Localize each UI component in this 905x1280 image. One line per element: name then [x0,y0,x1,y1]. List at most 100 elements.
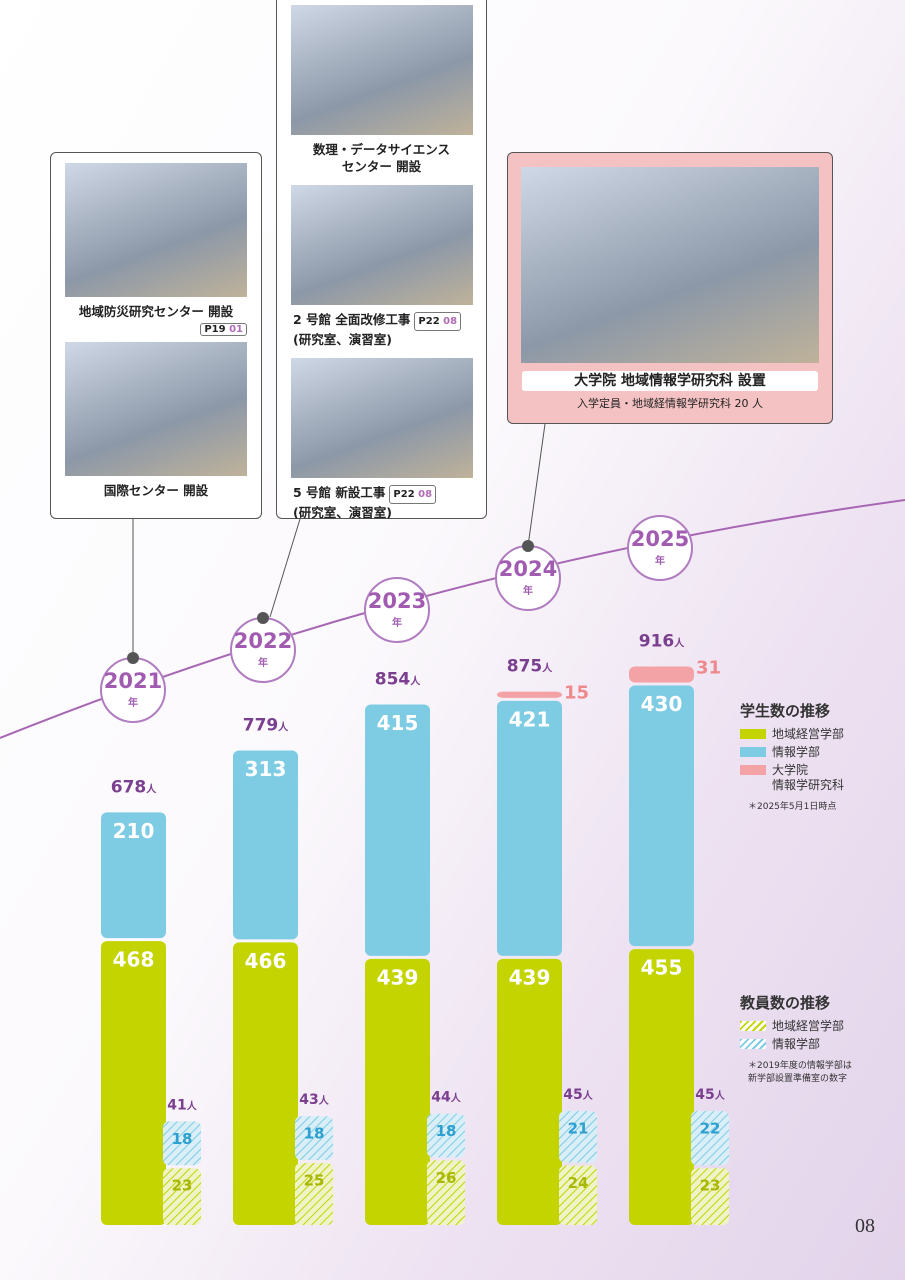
legend-swatch [740,765,766,775]
tag: P19 01 [200,323,247,336]
value-label: 21 [568,1120,589,1138]
total-unit: 人 [583,1089,594,1102]
year-dot [127,652,139,664]
bar [629,685,694,947]
label: 地域防災研究センター 開設 [78,304,234,319]
legend-item: 地域経営学部 [740,1019,852,1034]
legend-item: 情報学部 [740,745,844,760]
total-value: 916 [639,631,675,651]
photo [290,185,473,305]
total-value: 854 [375,669,411,689]
legend-swatch [740,747,766,757]
bar [101,941,166,1225]
legend-swatch [740,1021,766,1031]
total-unit: 人 [187,1099,198,1112]
total-unit: 人 [715,1089,726,1102]
total-unit: 人 [674,636,685,649]
year-suffix: 年 [258,656,268,669]
value-label: 18 [436,1122,457,1140]
legend-label: 情報学部 [772,745,821,759]
value-label: 18 [172,1130,193,1148]
bar [427,1160,465,1225]
label: センター 開設 [341,159,422,174]
photo [65,342,247,476]
bar [163,1168,201,1225]
total-label: 779人 [243,715,290,735]
legend-item: 地域経営学部 [740,727,844,742]
bar [163,1121,201,1166]
bar [559,1165,597,1225]
value-label: 18 [304,1125,325,1143]
label: 数理・データサイエンス [312,142,451,157]
value-label: 421 [509,707,551,731]
bar [497,958,562,1225]
connector [527,423,546,547]
photo [65,163,247,297]
year-circle [627,515,693,581]
bar [497,700,562,956]
value-label: 26 [436,1169,457,1187]
total-value: 875 [507,657,543,677]
legend-label: 情報学部 [772,1037,821,1051]
value-label: 25 [304,1172,325,1190]
photo [521,167,819,363]
legend: 学生数の推移 地域経営学部 情報学部 大学院 情報学研究科 ＊2025年5月1日時点 [740,700,844,812]
legend-label: 地域経営学部 [772,1019,845,1033]
total-label: 41人 [167,1097,197,1113]
bar [365,704,430,956]
value-label: 415 [377,711,419,735]
callout: 数理・データサイエンス センター 開設 2 号館 全面改修工事 P22 08 (研… [276,0,487,520]
total-value: 779 [243,715,279,735]
value-label: 455 [641,956,683,980]
value-label: 15 [564,683,589,704]
bar [427,1113,465,1158]
total-label: 678人 [111,777,158,797]
tag: P22 08 [389,485,437,504]
year-label: 2022 [234,629,292,653]
bar [559,1111,597,1163]
value-label: 23 [700,1177,721,1195]
total-value: 45 [563,1087,582,1103]
total-label: 43人 [299,1092,329,1108]
bar [365,958,430,1225]
page-number: 08 [855,1215,875,1237]
total-label: 45人 [563,1087,593,1103]
legend-item: 情報学部 [740,1037,852,1052]
total-unit: 人 [146,782,157,795]
legend: 教員数の推移 地域経営学部 情報学部 ＊2019年度の情報学部は 新学部設置準備室の数… [740,992,852,1084]
callout: 地域防災研究センター 開設 P19 01 国際センター 開設 [50,152,262,519]
total-label: 45人 [695,1087,725,1103]
photo [290,5,473,135]
connector [269,518,301,618]
total-value: 44 [431,1090,451,1106]
total-unit: 人 [319,1094,330,1107]
legend-title: 学生数の推移 [740,702,831,720]
bar [233,750,298,940]
value-label: 24 [568,1174,589,1192]
bar [233,942,298,1225]
total-unit: 人 [278,720,289,733]
bar [295,1163,333,1225]
value-label: 23 [172,1177,193,1195]
total-label: 916人 [639,631,686,651]
year-dot [257,612,269,624]
value-label: 439 [509,965,551,989]
legend-swatch [740,1039,766,1049]
legend-label: 大学院 情報学研究科 [772,763,845,792]
label: (研究室、演習室) [293,332,392,347]
year-suffix: 年 [392,616,402,629]
callout: 大学院 地域情報学研究科 設置 入学定員・地域経情報学研究科 20 人 [507,152,833,424]
total-label: 875人 [507,657,554,677]
total-value: 45 [695,1087,714,1103]
sub-label: 入学定員・地域経情報学研究科 20 人 [577,397,763,410]
value-label: 468 [113,948,155,972]
year-label: 2023 [368,589,426,613]
value-label: 22 [700,1120,721,1138]
bar [691,1111,729,1166]
total-unit: 人 [451,1092,462,1105]
legend-label: 地域経営学部 [772,727,845,741]
label: 国際センター 開設 [103,483,209,498]
total-unit: 人 [410,674,421,687]
